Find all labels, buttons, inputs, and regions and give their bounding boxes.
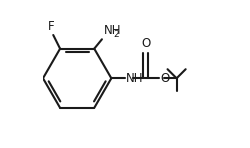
Text: NH: NH bbox=[126, 72, 143, 85]
Text: F: F bbox=[48, 20, 55, 33]
Text: NH: NH bbox=[104, 24, 121, 37]
Text: O: O bbox=[141, 37, 150, 50]
Text: 2: 2 bbox=[114, 30, 119, 39]
Text: O: O bbox=[160, 72, 169, 85]
